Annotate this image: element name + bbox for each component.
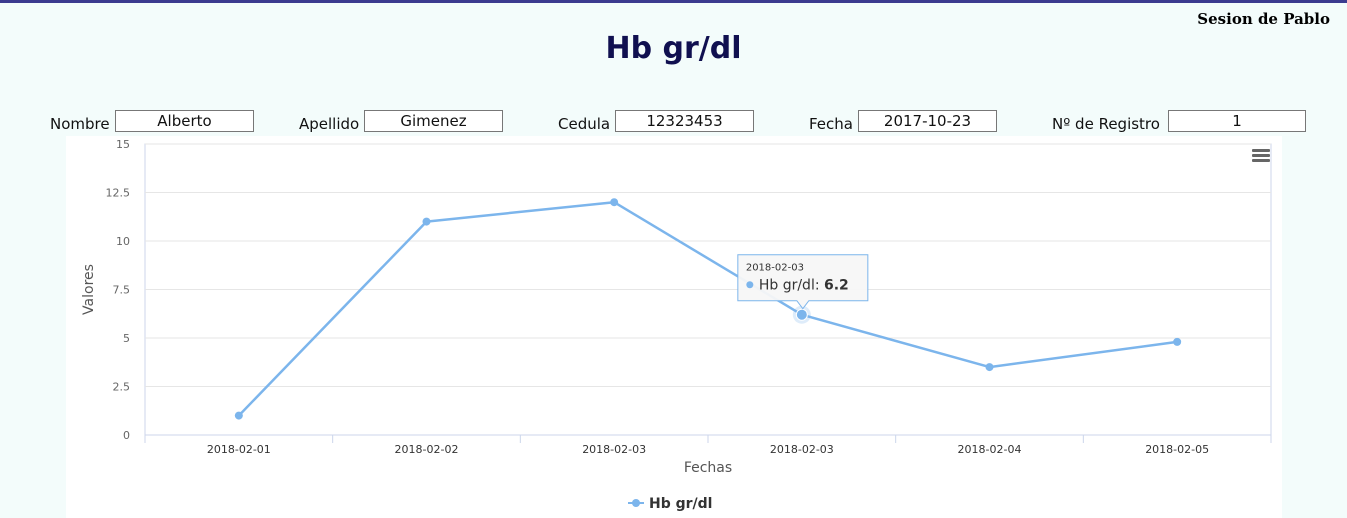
tooltip-box	[737, 254, 869, 310]
cedula-field[interactable]: 12323453	[615, 110, 754, 132]
y-tick-label: 7.5	[113, 284, 131, 297]
registro-label: Nº de Registro	[1052, 115, 1160, 133]
data-point	[795, 308, 808, 321]
page-title: Hb gr/dl	[605, 31, 742, 66]
x-tick-label: 2018-02-05	[1145, 443, 1209, 456]
tooltip-marker	[746, 281, 754, 289]
data-point	[422, 217, 431, 226]
nombre-field[interactable]: Alberto	[115, 110, 254, 132]
tooltip-series-name: Hb gr/dl:	[759, 278, 824, 294]
y-axis-title: Valores	[81, 264, 97, 315]
x-tick-label: 2018-02-04	[958, 443, 1022, 456]
chart-container	[66, 136, 1282, 518]
cedula-label: Cedula	[558, 115, 611, 133]
nombre-label: Nombre	[50, 115, 110, 133]
y-tick-label: 10	[116, 235, 130, 248]
patient-fields: Nombre Alberto Apellido Gimenez Cedula 1…	[0, 107, 1347, 135]
x-axis-title: Fechas	[684, 460, 732, 476]
data-point	[1173, 337, 1182, 346]
y-tick-label: 15	[116, 138, 130, 151]
tooltip-value: 6.2	[824, 278, 849, 294]
data-point	[234, 411, 243, 420]
x-tick-label: 2018-02-01	[207, 443, 271, 456]
data-point	[610, 198, 619, 207]
x-tick-label: 2018-02-02	[395, 443, 459, 456]
y-tick-label: 2.5	[113, 381, 131, 394]
fecha-field[interactable]: 2017-10-23	[858, 110, 997, 132]
hb-line-chart: 0 2.5 5 7.5 10 12.5 15 2018-02-01 2018-02-02 2018…	[81, 138, 1272, 512]
x-tick-label: 2018-02-03	[582, 443, 646, 456]
legend-marker	[632, 499, 640, 507]
legend-label: Hb gr/dl	[649, 496, 712, 512]
apellido-field[interactable]: Gimenez	[364, 110, 503, 132]
session-label: Sesion de Pablo	[1197, 10, 1330, 28]
fecha-label: Fecha	[809, 115, 853, 133]
registro-field[interactable]: 1	[1168, 110, 1306, 132]
x-tick-label: 2018-02-03	[770, 443, 834, 456]
y-tick-label: 0	[123, 429, 130, 442]
data-point	[985, 363, 994, 372]
tooltip-category: 2018-02-03	[746, 263, 804, 274]
tooltip-label: Hb gr/dl: 6.2	[759, 278, 849, 294]
menu-icon[interactable]	[1252, 149, 1270, 163]
y-tick-label: 5	[123, 332, 130, 345]
y-tick-label: 12.5	[106, 187, 131, 200]
series-line	[237, 200, 1178, 417]
apellido-label: Apellido	[299, 115, 360, 133]
